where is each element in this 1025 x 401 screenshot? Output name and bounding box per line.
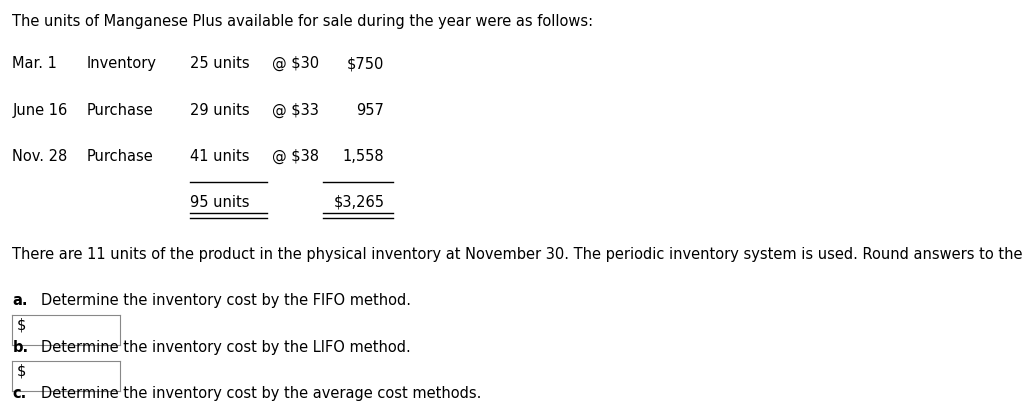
Text: $3,265: $3,265 [333,194,384,209]
Text: The units of Manganese Plus available for sale during the year were as follows:: The units of Manganese Plus available fo… [12,14,593,29]
Text: Determine the inventory cost by the average cost methods.: Determine the inventory cost by the aver… [41,385,482,400]
Text: Purchase: Purchase [87,102,154,117]
Text: June 16: June 16 [12,102,68,117]
Text: b.: b. [12,339,29,354]
Text: @ $33: @ $33 [272,102,319,117]
Text: 95 units: 95 units [190,194,249,209]
Text: 29 units: 29 units [190,102,249,117]
Text: Inventory: Inventory [87,56,157,71]
Text: 1,558: 1,558 [342,148,384,163]
Text: 957: 957 [357,102,384,117]
Text: Purchase: Purchase [87,148,154,163]
Text: $: $ [16,363,26,378]
Text: $750: $750 [347,56,384,71]
Text: Determine the inventory cost by the FIFO method.: Determine the inventory cost by the FIFO… [41,293,411,308]
Text: There are 11 units of the product in the physical inventory at November 30. The : There are 11 units of the product in the… [12,247,1025,261]
Text: a.: a. [12,293,28,308]
Text: $: $ [16,317,26,332]
Text: @ $38: @ $38 [272,148,319,164]
Text: @ $30: @ $30 [272,56,319,71]
Text: 41 units: 41 units [190,148,249,163]
Text: Nov. 28: Nov. 28 [12,148,68,163]
Text: Determine the inventory cost by the LIFO method.: Determine the inventory cost by the LIFO… [41,339,411,354]
Text: 25 units: 25 units [190,56,249,71]
Text: c.: c. [12,385,27,400]
Text: Mar. 1: Mar. 1 [12,56,57,71]
